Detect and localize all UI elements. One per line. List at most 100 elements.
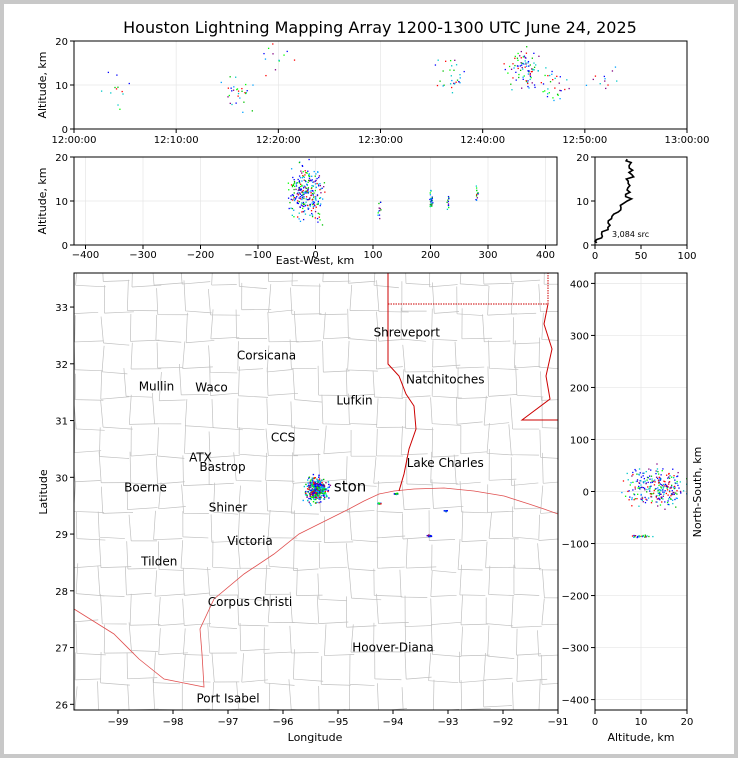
lightning-source bbox=[305, 172, 308, 174]
lightning-source bbox=[447, 195, 450, 198]
lightning-source bbox=[299, 177, 302, 179]
lightning-source bbox=[298, 218, 300, 220]
lightning-source bbox=[323, 498, 325, 500]
state-border-tx-la bbox=[387, 273, 417, 492]
county-boundary bbox=[128, 622, 158, 652]
lightning-source bbox=[321, 486, 323, 488]
county-boundary bbox=[293, 510, 322, 542]
lightning-source bbox=[319, 481, 322, 483]
lightning-source bbox=[377, 214, 379, 216]
lightning-source bbox=[314, 487, 316, 490]
lightning-source bbox=[475, 195, 478, 197]
lightning-source bbox=[636, 536, 638, 539]
county-boundary bbox=[346, 596, 377, 628]
county-boundary bbox=[486, 423, 514, 456]
lightning-source bbox=[649, 485, 651, 488]
lightning-source bbox=[296, 201, 299, 204]
lightning-source bbox=[309, 494, 311, 496]
county-boundary bbox=[102, 273, 130, 282]
lightning-source bbox=[318, 474, 320, 476]
lightning-source bbox=[594, 75, 597, 77]
lightning-source bbox=[631, 505, 633, 507]
map-xtick-label: −91 bbox=[547, 717, 568, 728]
lightning-source bbox=[323, 487, 325, 489]
lightning-source bbox=[316, 478, 318, 480]
lightning-source bbox=[393, 493, 396, 495]
lightning-source bbox=[227, 96, 229, 98]
lightning-source bbox=[659, 493, 661, 496]
county-boundary bbox=[400, 425, 428, 456]
county-boundary bbox=[211, 399, 243, 431]
county-boundary bbox=[348, 568, 382, 601]
county-boundary bbox=[404, 595, 433, 627]
lightning-source bbox=[116, 74, 118, 76]
lightning-source bbox=[293, 188, 295, 191]
eastwest-altitude-panel: −400 −300 −200 −100 0 100 200 300 400 0 10 20 East-… bbox=[36, 153, 558, 267]
lightning-source bbox=[378, 202, 380, 205]
lightning-source bbox=[379, 201, 382, 203]
county-boundary bbox=[430, 598, 461, 625]
map-sources bbox=[302, 473, 448, 538]
lightning-source bbox=[318, 216, 320, 218]
northsouth-axes: 0 10 20 −400 −300 −200 −100 0 100 200 300 400 bbox=[562, 279, 694, 728]
county-boundary bbox=[208, 345, 238, 374]
lightning-source bbox=[531, 70, 533, 73]
lightning-source bbox=[318, 486, 320, 489]
lightning-source bbox=[128, 82, 130, 85]
lightning-source bbox=[237, 90, 240, 92]
lightning-source bbox=[636, 479, 639, 481]
lightning-source bbox=[295, 188, 297, 191]
county-boundary bbox=[157, 597, 184, 626]
lightning-source bbox=[310, 484, 313, 487]
county-boundary bbox=[74, 373, 104, 401]
lightning-source bbox=[303, 197, 305, 200]
lightning-source bbox=[298, 186, 301, 189]
county-boundary bbox=[399, 569, 428, 598]
lightning-source bbox=[283, 54, 285, 56]
county-boundary bbox=[433, 679, 460, 710]
lightning-source bbox=[655, 501, 657, 503]
lightning-source bbox=[311, 202, 313, 204]
lightning-source bbox=[308, 488, 310, 491]
lightning-source bbox=[676, 490, 678, 492]
lightning-source bbox=[317, 484, 320, 486]
county-boundary bbox=[265, 481, 295, 513]
lightning-source bbox=[311, 187, 313, 189]
lightning-source bbox=[631, 498, 633, 501]
county-boundary bbox=[182, 567, 210, 596]
county-boundary bbox=[318, 685, 346, 710]
lightning-source bbox=[311, 477, 314, 479]
county-boundary bbox=[316, 596, 349, 624]
lightning-source bbox=[673, 492, 675, 494]
lightning-source bbox=[322, 478, 325, 481]
county-boundary bbox=[100, 370, 130, 400]
lightning-source bbox=[592, 78, 594, 81]
lightning-source bbox=[633, 493, 635, 495]
lightning-source bbox=[306, 172, 308, 174]
county-boundary bbox=[404, 649, 432, 680]
lightning-source bbox=[308, 175, 310, 177]
lightning-source bbox=[301, 190, 303, 193]
county-boundary bbox=[488, 565, 515, 596]
lightning-source bbox=[313, 498, 316, 501]
lightning-source bbox=[660, 486, 662, 488]
lightning-source bbox=[324, 487, 326, 490]
lightning-source bbox=[267, 47, 270, 50]
lightning-source bbox=[117, 104, 119, 106]
lightning-source bbox=[673, 475, 675, 477]
county-boundary bbox=[125, 566, 152, 596]
lightning-source bbox=[325, 493, 327, 495]
lightning-source bbox=[317, 481, 319, 483]
lightning-source bbox=[311, 185, 313, 187]
lightning-source bbox=[307, 499, 309, 502]
lightning-source bbox=[508, 65, 511, 68]
lightning-source bbox=[319, 188, 321, 191]
lightning-source bbox=[321, 491, 323, 493]
lightning-source bbox=[657, 479, 660, 481]
lightning-source bbox=[645, 483, 647, 485]
county-boundary bbox=[511, 596, 542, 628]
lightning-source bbox=[641, 535, 644, 538]
lightning-source bbox=[319, 492, 321, 495]
lightning-source bbox=[307, 208, 309, 210]
lightning-source bbox=[668, 476, 670, 478]
